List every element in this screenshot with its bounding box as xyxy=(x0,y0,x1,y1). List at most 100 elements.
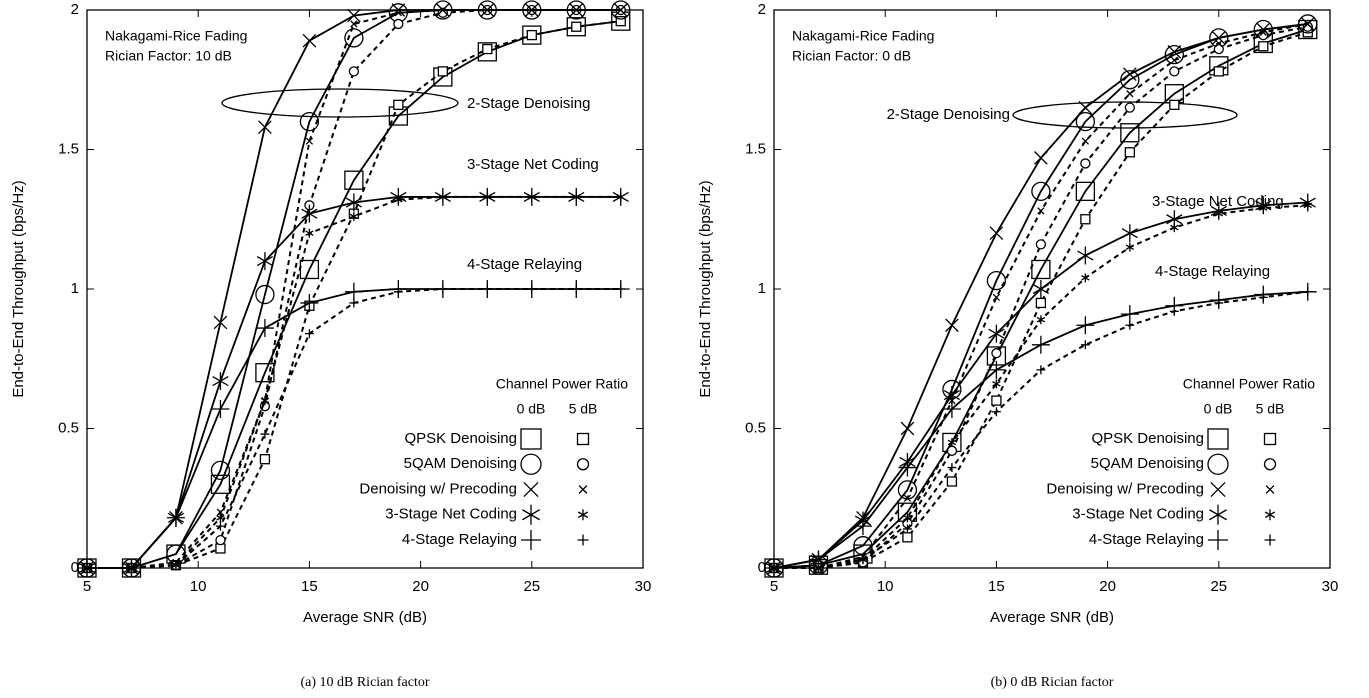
legend-label: QPSK Denoising xyxy=(404,430,517,447)
y-tick-label: 2 xyxy=(758,1,766,18)
marker xyxy=(903,513,912,523)
marker xyxy=(256,252,274,271)
marker xyxy=(522,504,540,525)
marker xyxy=(1258,292,1268,302)
marker xyxy=(942,399,961,418)
marker xyxy=(1120,123,1140,143)
x-axis-label: Average SNR (dB) xyxy=(303,609,427,626)
x-tick-label: 30 xyxy=(1322,578,1339,595)
marker xyxy=(988,324,1005,343)
marker xyxy=(947,437,957,447)
marker xyxy=(210,474,231,494)
marker xyxy=(769,563,779,573)
annotation: 2-Stage Denoising xyxy=(467,95,590,112)
marker xyxy=(1298,14,1318,34)
marker xyxy=(1304,20,1312,28)
marker xyxy=(393,99,404,111)
marker xyxy=(527,192,537,202)
marker xyxy=(522,25,542,45)
marker xyxy=(1126,90,1134,98)
marker xyxy=(1035,297,1047,309)
marker xyxy=(1124,147,1135,158)
x-tick-label: 5 xyxy=(83,578,91,595)
marker xyxy=(438,192,448,202)
marker xyxy=(483,6,491,14)
marker xyxy=(82,563,92,573)
marker xyxy=(900,421,915,436)
marker xyxy=(348,66,360,77)
marker xyxy=(211,399,230,418)
marker xyxy=(1032,280,1049,298)
x-tick-label: 15 xyxy=(301,578,318,595)
marker xyxy=(1258,41,1269,52)
marker xyxy=(259,454,271,465)
marker xyxy=(902,532,913,543)
x-tick-label: 20 xyxy=(1099,578,1116,595)
y-tick-label: 0.5 xyxy=(58,419,79,436)
marker xyxy=(992,379,1001,389)
marker xyxy=(616,284,626,294)
marker xyxy=(1264,534,1276,546)
marker xyxy=(520,428,542,450)
marker xyxy=(1210,481,1226,498)
legend-label: 5QAM Denoising xyxy=(404,455,517,472)
marker xyxy=(1303,200,1312,210)
marker xyxy=(166,508,185,527)
annotation: 3-Stage Net Coding xyxy=(467,156,599,173)
marker xyxy=(577,509,589,521)
y-tick-label: 0 xyxy=(71,559,79,576)
marker xyxy=(1031,181,1051,202)
marker xyxy=(992,293,1001,302)
y-axis-label: End-to-End Throughput (bps/Hz) xyxy=(697,180,714,397)
marker xyxy=(1170,56,1178,64)
marker xyxy=(616,192,625,202)
panel: 5 10 15 20 25 30 0 0.5 1 1.5 2 Average SNR (dB) End-… xyxy=(10,0,651,690)
marker xyxy=(210,460,231,481)
marker xyxy=(1207,428,1229,450)
marker xyxy=(1120,70,1140,90)
marker xyxy=(350,20,358,28)
marker xyxy=(945,318,959,333)
marker xyxy=(1075,181,1096,202)
marker xyxy=(345,193,362,212)
marker xyxy=(991,348,1002,359)
marker xyxy=(903,494,912,502)
marker xyxy=(344,282,363,301)
legend-label: 4-Stage Relaying xyxy=(402,531,517,548)
annotation: 4-Stage Relaying xyxy=(467,256,582,273)
marker xyxy=(215,521,225,531)
caption: (a) 10 dB Rician factor xyxy=(300,675,429,690)
marker xyxy=(1259,28,1267,36)
annotation: Rician Factor: 0 dB xyxy=(792,48,911,64)
marker xyxy=(576,432,590,446)
marker xyxy=(1081,137,1089,145)
marker xyxy=(902,524,912,534)
marker xyxy=(1169,66,1180,77)
marker xyxy=(946,476,958,487)
marker xyxy=(1209,504,1227,525)
marker xyxy=(1031,259,1051,280)
marker xyxy=(527,284,537,294)
marker xyxy=(482,43,493,55)
marker xyxy=(991,395,1002,406)
marker xyxy=(571,284,581,294)
marker xyxy=(947,463,957,473)
marker xyxy=(1214,209,1224,219)
marker xyxy=(526,29,537,41)
marker xyxy=(989,226,1004,241)
marker xyxy=(1080,214,1091,225)
legend-title: Channel Power Ratio xyxy=(496,376,629,392)
marker xyxy=(1170,223,1179,233)
marker xyxy=(1263,432,1277,446)
marker xyxy=(1214,298,1224,308)
marker xyxy=(853,517,872,536)
marker xyxy=(1263,458,1277,471)
y-tick-label: 0 xyxy=(758,559,766,576)
y-tick-label: 1 xyxy=(758,280,766,297)
marker xyxy=(578,485,588,494)
marker xyxy=(212,372,229,391)
marker xyxy=(1213,66,1224,77)
annotation: Nakagami-Rice Fading xyxy=(792,28,934,44)
marker xyxy=(520,453,542,475)
y-tick-label: 1 xyxy=(71,280,79,297)
